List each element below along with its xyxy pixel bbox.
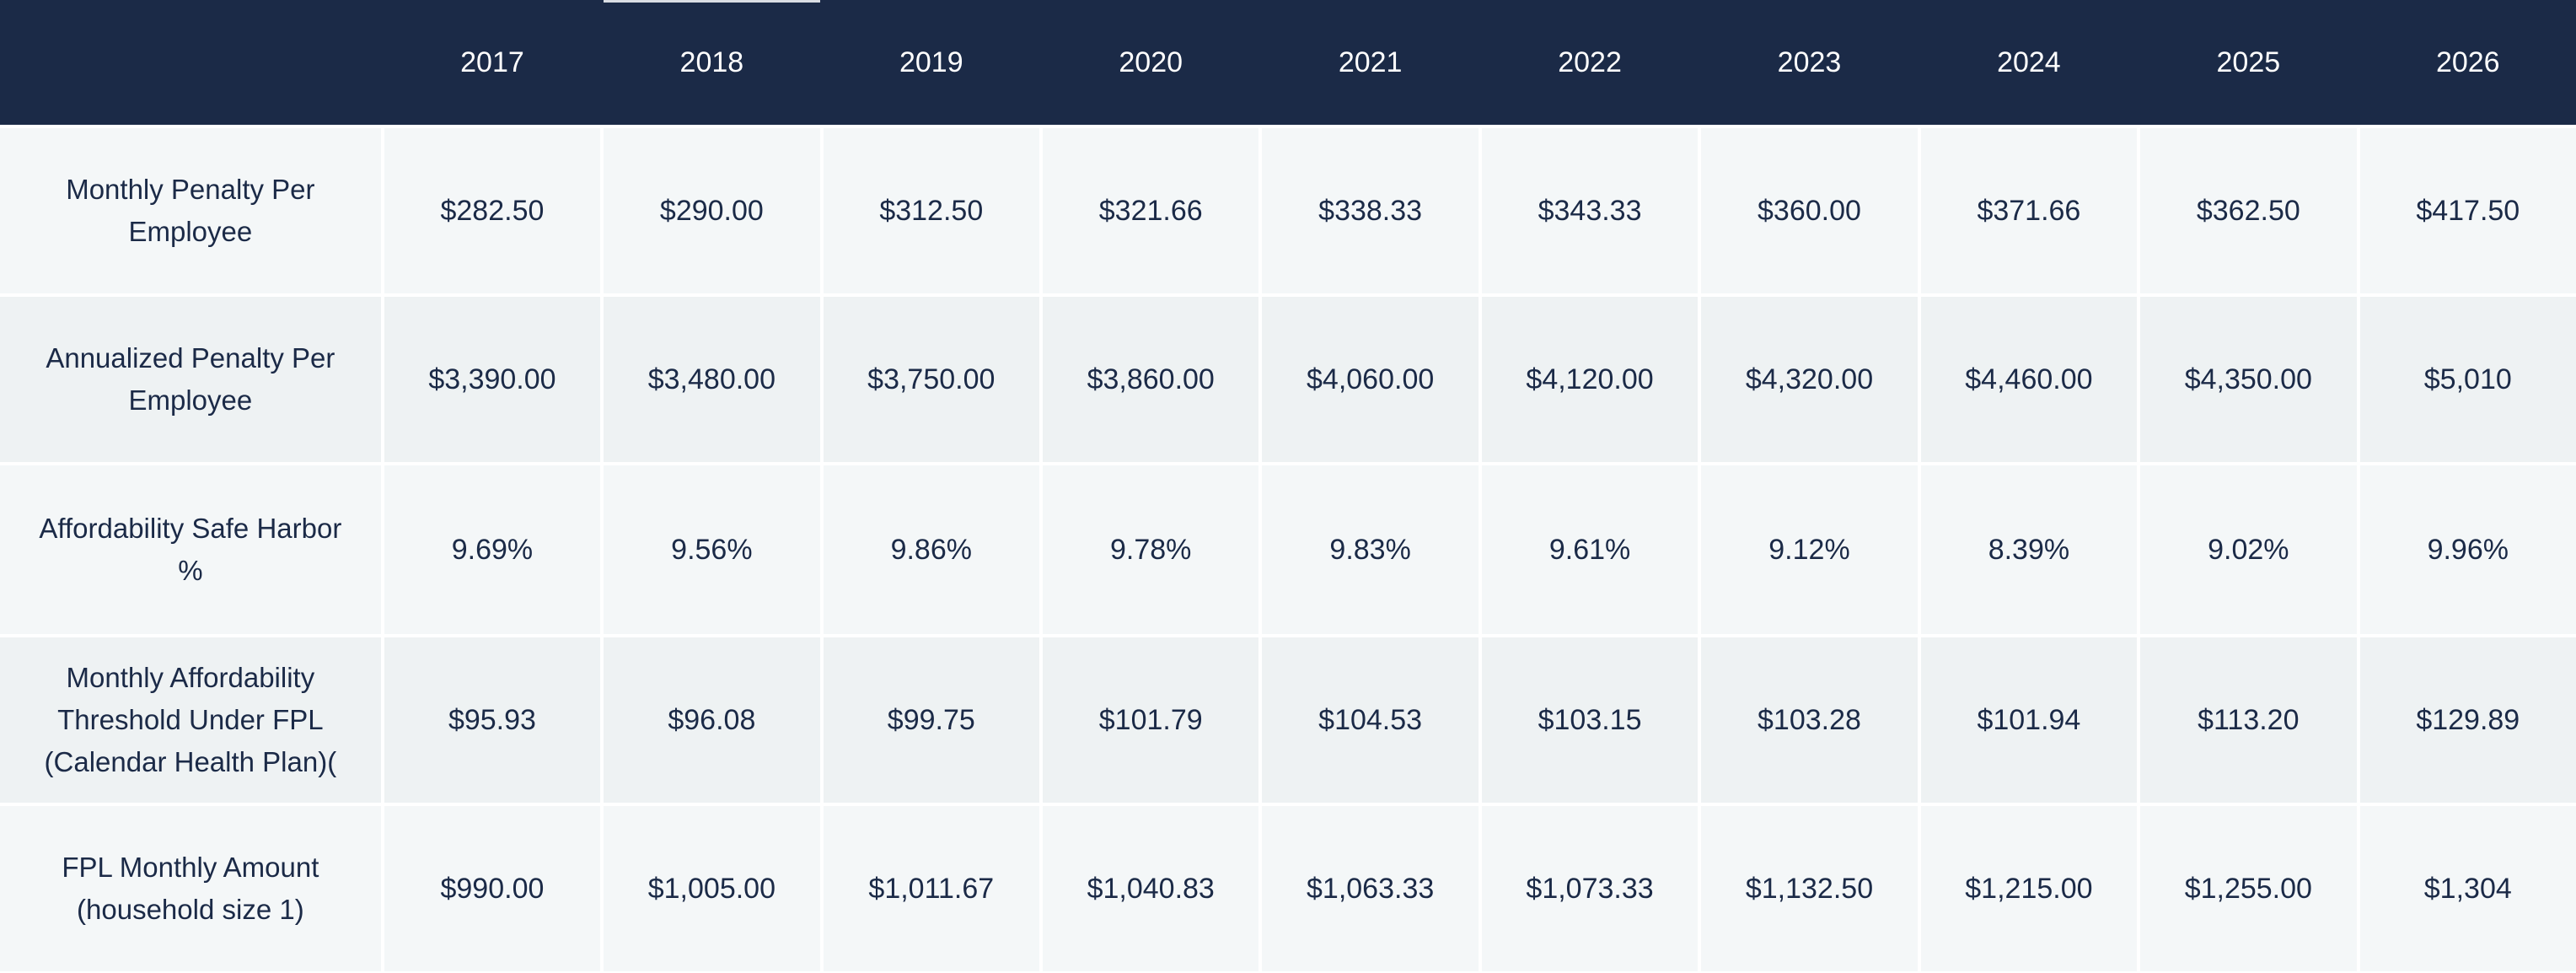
year-header: 2020 [1043, 0, 1259, 125]
table-cell: $3,390.00 [384, 297, 601, 462]
table-cell: $4,060.00 [1262, 297, 1479, 462]
table-cell: 9.56% [604, 465, 820, 634]
year-header: 2021 [1262, 0, 1479, 125]
year-header: 2024 [1920, 0, 2138, 125]
table-cell: $1,040.83 [1043, 806, 1259, 971]
table-cell: $417.50 [2359, 128, 2576, 293]
table-cell: $343.33 [1481, 128, 1699, 293]
table-cell: $96.08 [604, 637, 820, 803]
header-corner-cell [0, 0, 381, 125]
table-cell: $360.00 [1701, 128, 1918, 293]
table-cell: $3,750.00 [823, 297, 1039, 462]
table-cell: 8.39% [1920, 465, 2138, 634]
table-cell: $321.66 [1043, 128, 1259, 293]
table-cell: $3,480.00 [604, 297, 820, 462]
table-cell: 9.96% [2359, 465, 2576, 634]
table-cell: 9.12% [1701, 465, 1918, 634]
table-cell: 9.69% [384, 465, 601, 634]
table-cell: 9.02% [2140, 465, 2357, 634]
table-cell: $99.75 [823, 637, 1039, 803]
table-row: Annualized Penalty Per Employee $3,390.0… [0, 297, 2576, 462]
table-cell: $129.89 [2359, 637, 2576, 803]
table-cell: 9.61% [1481, 465, 1699, 634]
table-cell: $371.66 [1920, 128, 2138, 293]
table-cell: $362.50 [2140, 128, 2357, 293]
table-cell: $338.33 [1262, 128, 1479, 293]
table-cell: $113.20 [2140, 637, 2357, 803]
row-label-affordability-threshold: Monthly Affordability Threshold Under FP… [0, 637, 381, 803]
table-cell: $4,120.00 [1481, 297, 1699, 462]
table-cell: $1,255.00 [2140, 806, 2357, 971]
table-cell: $1,063.33 [1262, 806, 1479, 971]
row-label-safe-harbor: Affordability Safe Harbor % [0, 465, 381, 634]
row-label-fpl-monthly: FPL Monthly Amount (household size 1) [0, 806, 381, 971]
row-label-annualized-penalty: Annualized Penalty Per Employee [0, 297, 381, 462]
table-cell: $101.94 [1920, 637, 2138, 803]
table-cell: $104.53 [1262, 637, 1479, 803]
header-row: 2017 2018 2019 2020 2021 2022 2023 2024 … [0, 0, 2576, 125]
table-cell: $1,011.67 [823, 806, 1039, 971]
year-header: 2018 [604, 0, 820, 125]
table-cell: $101.79 [1043, 637, 1259, 803]
year-header: 2022 [1481, 0, 1699, 125]
row-label-monthly-penalty: Monthly Penalty Per Employee [0, 128, 381, 293]
table-cell: $4,350.00 [2140, 297, 2357, 462]
table-cell: $103.28 [1701, 637, 1918, 803]
year-header: 2023 [1701, 0, 1918, 125]
year-header: 2025 [2140, 0, 2357, 125]
table-row: Monthly Penalty Per Employee $282.50 $29… [0, 128, 2576, 293]
table-cell: $1,304 [2359, 806, 2576, 971]
table-cell: 9.83% [1262, 465, 1479, 634]
table-cell: $103.15 [1481, 637, 1699, 803]
year-header: 2019 [823, 0, 1039, 125]
table-cell: $4,320.00 [1701, 297, 1918, 462]
table-cell: $990.00 [384, 806, 601, 971]
table-cell: $1,073.33 [1481, 806, 1699, 971]
table-cell: $282.50 [384, 128, 601, 293]
table-cell: $1,132.50 [1701, 806, 1918, 971]
table-cell: $1,005.00 [604, 806, 820, 971]
table-row: Monthly Affordability Threshold Under FP… [0, 637, 2576, 803]
table-cell: $4,460.00 [1920, 297, 2138, 462]
year-header: 2017 [384, 0, 601, 125]
table-cell: $312.50 [823, 128, 1039, 293]
table-cell: $3,860.00 [1043, 297, 1259, 462]
year-header: 2026 [2359, 0, 2576, 125]
table-cell: 9.78% [1043, 465, 1259, 634]
table-cell: $1,215.00 [1920, 806, 2138, 971]
table-cell: 9.86% [823, 465, 1039, 634]
table-row: FPL Monthly Amount (household size 1) $9… [0, 806, 2576, 971]
table-cell: $5,010 [2359, 297, 2576, 462]
table-cell: $290.00 [604, 128, 820, 293]
table-cell: $95.93 [384, 637, 601, 803]
table-row: Affordability Safe Harbor % 9.69% 9.56% … [0, 465, 2576, 634]
